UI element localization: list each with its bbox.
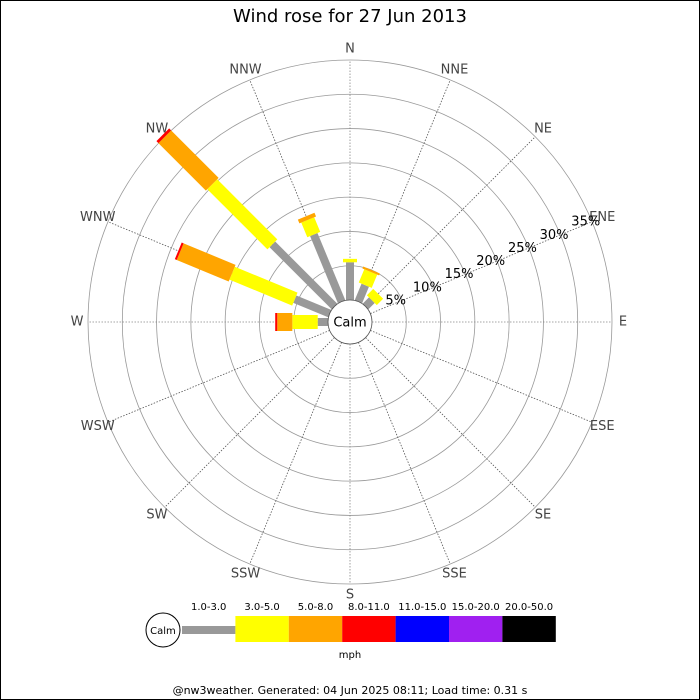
bar-segment: [297, 212, 317, 224]
legend-swatch: [182, 626, 236, 634]
footer: @nw3weather. Generated: 04 Jun 2025 08:1…: [173, 684, 528, 697]
bar-segment: [174, 242, 184, 260]
bar-segment: [277, 313, 293, 331]
ring-label: 15%: [445, 267, 474, 282]
direction-label: SE: [535, 508, 551, 523]
legend-label: 5.0-8.0: [298, 602, 333, 613]
ring-label: 5%: [385, 293, 406, 308]
chart-title: Wind rose for 27 Jun 2013: [233, 6, 467, 27]
ring-label: 35%: [571, 215, 600, 230]
legend-swatch: [449, 616, 503, 642]
legend-swatch: [342, 616, 396, 642]
bar-segment: [295, 211, 318, 221]
bar-segment: [293, 295, 332, 318]
direction-label: SSE: [442, 567, 467, 582]
legend-swatch: [395, 616, 449, 642]
grid-ring: [259, 231, 441, 413]
bar-segment: [158, 130, 219, 191]
direction-label: NNW: [229, 62, 261, 77]
spoke: [358, 342, 451, 565]
legend-swatch: [502, 616, 556, 642]
ring-label: 30%: [540, 228, 569, 243]
legend-calm-label: Calm: [150, 626, 176, 637]
direction-label: SW: [146, 508, 167, 523]
direction-label: WSW: [81, 419, 115, 434]
direction-label: S: [346, 588, 354, 603]
legend-calm: [145, 612, 181, 648]
bar-segment: [366, 288, 384, 306]
spoke: [358, 79, 451, 302]
bar-segment: [317, 318, 328, 326]
bar-segment: [207, 179, 278, 250]
ring-label: 10%: [413, 280, 442, 295]
legend-label: 20.0-50.0: [505, 602, 553, 613]
spoke: [249, 342, 342, 565]
direction-label: NW: [146, 121, 169, 136]
direction-label: NE: [534, 121, 552, 136]
bar-segment: [301, 217, 321, 238]
legend-label: 1.0-3.0: [191, 602, 226, 613]
grid-ring: [190, 162, 510, 482]
spoke: [370, 221, 593, 314]
spoke: [370, 330, 593, 423]
ring-label: 25%: [508, 241, 537, 256]
legend-label: 15.0-20.0: [452, 602, 500, 613]
bar-segment: [229, 266, 298, 306]
direction-label: ENE: [589, 210, 615, 225]
direction-label: E: [619, 315, 627, 330]
bar-segment: [156, 128, 172, 144]
legend-label: 3.0-5.0: [244, 602, 279, 613]
direction-label: W: [71, 315, 84, 330]
bar-segment: [362, 266, 380, 276]
bar-segment: [310, 232, 346, 304]
spoke: [365, 337, 536, 508]
bar-segment: [275, 313, 278, 331]
bar-segment: [173, 239, 183, 262]
grid-ring: [121, 93, 579, 551]
direction-label: SSW: [231, 567, 261, 582]
bar-segment: [292, 315, 318, 329]
calm-label: Calm: [333, 316, 366, 331]
spoke: [107, 330, 330, 423]
ring-label: 20%: [476, 254, 505, 269]
unit-label: mph: [339, 650, 361, 661]
bar-segment: [343, 258, 357, 263]
legend-label: 11.0-15.0: [398, 602, 446, 613]
spoke: [365, 136, 536, 307]
legend-swatch: [235, 616, 289, 642]
bar-segment: [269, 241, 338, 310]
grid-ring: [87, 59, 613, 585]
direction-label: N: [345, 42, 355, 57]
legend-label: 8.0-11.0: [348, 602, 390, 613]
bar-segment: [358, 269, 378, 288]
calm-circle: [327, 299, 373, 345]
spoke: [164, 337, 335, 508]
legend-swatch: [288, 616, 343, 642]
bar-segment: [346, 262, 354, 300]
bar-segment: [176, 243, 236, 282]
bar-segment: [354, 283, 369, 304]
direction-label: NNE: [441, 62, 469, 77]
direction-label: WNW: [80, 210, 116, 225]
direction-label: ESE: [590, 419, 615, 434]
